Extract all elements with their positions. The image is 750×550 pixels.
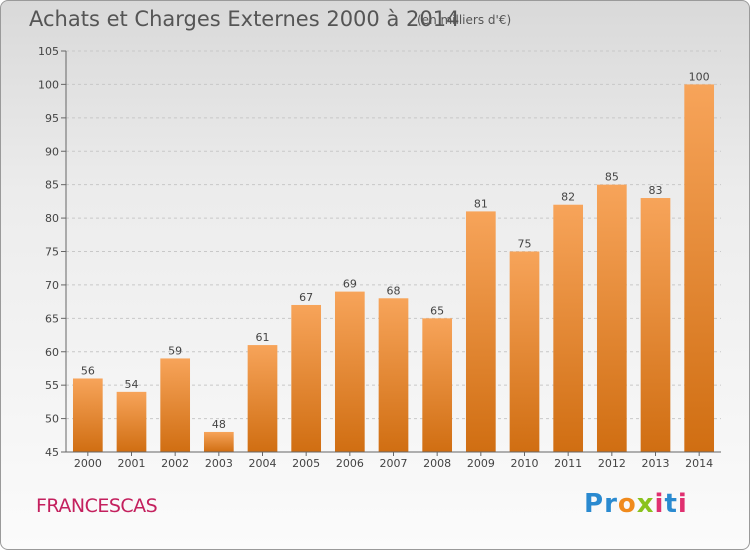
- data-label: 48: [212, 418, 226, 431]
- bar: [640, 198, 671, 452]
- data-label: 65: [430, 304, 444, 317]
- x-tick-label: 2000: [74, 457, 102, 470]
- y-tick-label: 65: [45, 312, 59, 325]
- data-label: 59: [168, 344, 182, 357]
- data-label: 61: [256, 331, 270, 344]
- logo-letter: x: [636, 489, 655, 519]
- x-tick-label: 2014: [685, 457, 713, 470]
- data-label: 83: [649, 184, 663, 197]
- logo-letter: r: [604, 489, 618, 519]
- y-tick-label: 60: [45, 346, 59, 359]
- y-tick-label: 75: [45, 246, 59, 259]
- x-tick-label: 2005: [292, 457, 320, 470]
- data-label: 67: [299, 291, 313, 304]
- data-label: 75: [518, 238, 532, 251]
- data-label: 82: [561, 191, 575, 204]
- bar: [378, 298, 409, 452]
- x-tick-label: 2008: [423, 457, 451, 470]
- bar: [509, 251, 540, 452]
- data-label: 56: [81, 364, 95, 377]
- y-tick-label: 45: [45, 446, 59, 459]
- x-tick-label: 2007: [380, 457, 408, 470]
- data-label: 81: [474, 197, 488, 210]
- x-tick-label: 2011: [554, 457, 582, 470]
- x-tick-label: 2002: [161, 457, 189, 470]
- data-label: 100: [689, 70, 710, 83]
- proxiti-logo: Proxiti: [584, 489, 688, 519]
- y-tick-label: 70: [45, 279, 59, 292]
- logo-letter: i: [654, 489, 665, 519]
- chart-unit: (en milliers d'€): [417, 13, 512, 27]
- y-tick-label: 105: [38, 45, 59, 58]
- bar: [596, 184, 627, 452]
- x-tick-label: 2006: [336, 457, 364, 470]
- x-tick-label: 2004: [249, 457, 277, 470]
- bar: [116, 391, 147, 452]
- x-tick-label: 2001: [118, 457, 146, 470]
- bar: [247, 345, 278, 452]
- logo-letter: i: [677, 489, 688, 519]
- chart-title: Achats et Charges Externes 2000 à 2014: [29, 7, 460, 31]
- logo-letter: P: [584, 489, 605, 519]
- logo-letter: t: [664, 489, 678, 519]
- x-tick-label: 2009: [467, 457, 495, 470]
- y-tick-label: 90: [45, 145, 59, 158]
- commune-name: FRANCESCAS: [36, 495, 158, 517]
- bar: [684, 84, 715, 453]
- data-label: 69: [343, 278, 357, 291]
- data-label: 68: [387, 284, 401, 297]
- y-tick-label: 85: [45, 179, 59, 192]
- data-label: 54: [125, 378, 139, 391]
- bar: [72, 378, 103, 452]
- bar: [203, 431, 234, 452]
- y-tick-label: 100: [38, 78, 59, 91]
- x-tick-label: 2003: [205, 457, 233, 470]
- bar: [465, 211, 496, 452]
- bar: [553, 204, 584, 452]
- bar: [160, 358, 191, 452]
- y-tick-label: 80: [45, 212, 59, 225]
- y-tick-label: 95: [45, 112, 59, 125]
- logo-letter: o: [617, 489, 637, 519]
- bar: [291, 304, 322, 452]
- bar: [334, 291, 365, 452]
- x-tick-label: 2012: [598, 457, 626, 470]
- x-tick-label: 2010: [511, 457, 539, 470]
- bar: [422, 318, 453, 452]
- data-label: 85: [605, 171, 619, 184]
- y-tick-label: 50: [45, 413, 59, 426]
- x-tick-label: 2013: [642, 457, 670, 470]
- y-tick-label: 55: [45, 379, 59, 392]
